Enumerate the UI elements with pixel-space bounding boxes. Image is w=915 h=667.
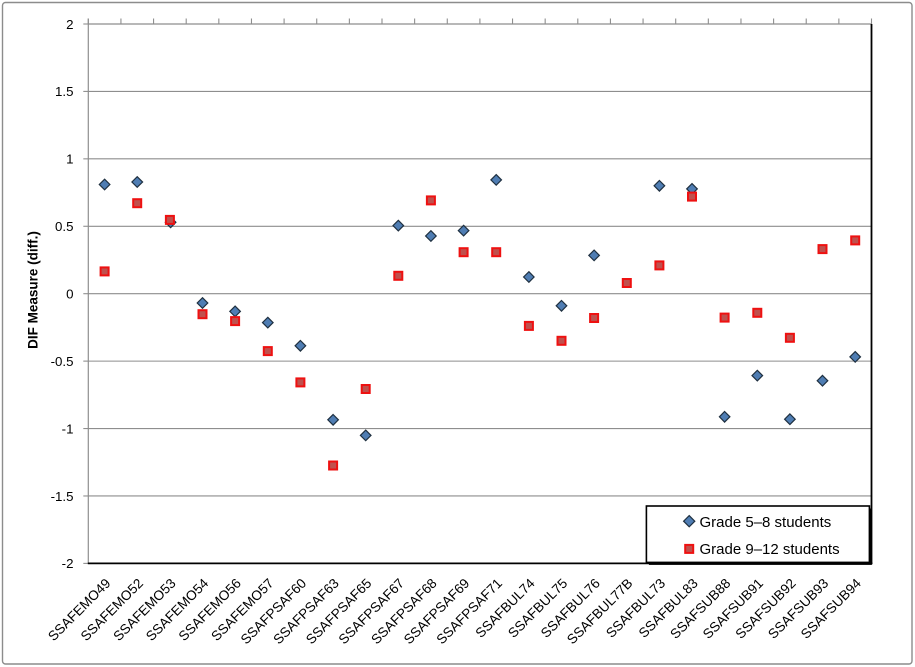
svg-text:-2: -2 bbox=[62, 556, 74, 571]
svg-text:Grade 5–8 students: Grade 5–8 students bbox=[700, 514, 832, 531]
svg-text:-1: -1 bbox=[62, 421, 74, 436]
svg-text:1.5: 1.5 bbox=[55, 84, 74, 99]
svg-text:2: 2 bbox=[66, 17, 73, 32]
svg-text:Grade 9–12 students: Grade 9–12 students bbox=[700, 541, 840, 558]
svg-text:0.5: 0.5 bbox=[55, 219, 74, 234]
svg-text:DIF Measure (diff.): DIF Measure (diff.) bbox=[26, 231, 41, 349]
svg-text:-1.5: -1.5 bbox=[51, 489, 74, 504]
svg-text:1: 1 bbox=[66, 152, 73, 167]
svg-text:-0.5: -0.5 bbox=[51, 354, 74, 369]
svg-text:0: 0 bbox=[66, 287, 73, 302]
